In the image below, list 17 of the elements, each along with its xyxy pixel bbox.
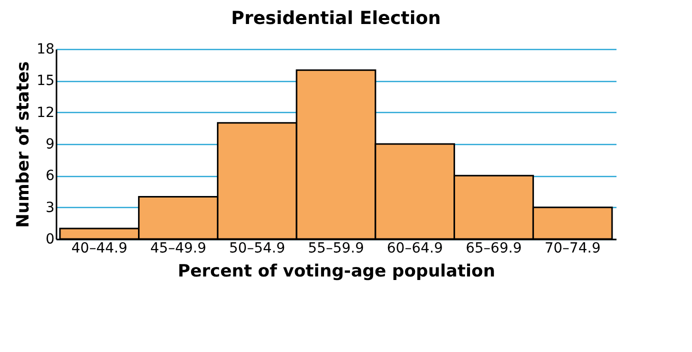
x-tick-label: 40–44.9 [71,240,128,256]
chart-title: Presidential Election [231,8,441,29]
x-tick-label: 65–69.9 [466,240,522,256]
y-tick-label: 9 [46,136,54,152]
y-tick-label: 18 [36,42,54,58]
y-tick-label: 15 [36,73,54,90]
x-tick-label: 55–59.9 [308,240,364,256]
x-axis-title: Percent of voting-age population [178,262,496,282]
x-tick-label: 50–54.9 [229,240,286,256]
y-axis-title: Number of states [14,61,34,228]
x-tick-label: 45–49.9 [150,240,206,256]
y-tick-label: 0 [46,232,54,248]
y-tick-label: 6 [46,168,55,184]
y-tick-label: 3 [46,200,54,216]
x-tick-label: 70–74.9 [544,240,601,256]
x-tick-label: 60–64.9 [386,240,443,256]
y-tick-label: 12 [36,104,54,121]
